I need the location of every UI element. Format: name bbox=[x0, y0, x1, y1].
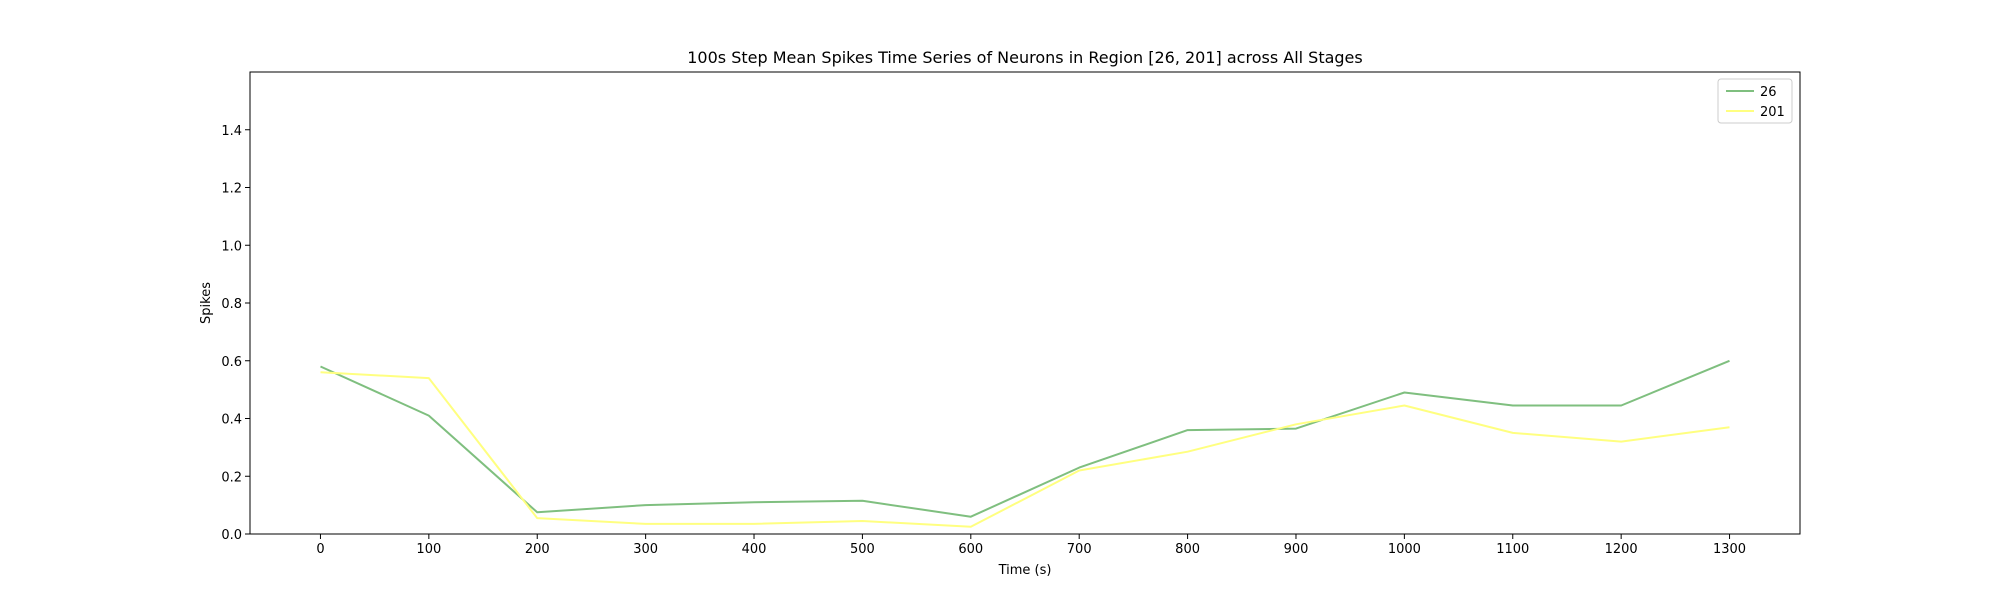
series-line-26 bbox=[320, 359, 1730, 518]
y-tick-label: 0.0 bbox=[221, 528, 242, 543]
x-tick-label: 600 bbox=[958, 542, 983, 557]
x-tick-label: 100 bbox=[416, 542, 441, 557]
legend-label: 201 bbox=[1760, 105, 1785, 120]
x-tick-label: 0 bbox=[316, 542, 324, 557]
y-axis: 0.0 0.2 0.4 0.6 0.8 1.0 1.2 1.4 bbox=[221, 124, 250, 543]
plot-area bbox=[320, 359, 1730, 528]
x-tick-label: 800 bbox=[1175, 542, 1200, 557]
x-tick-label: 900 bbox=[1284, 542, 1309, 557]
chart-title: 100s Step Mean Spikes Time Series of Neu… bbox=[687, 48, 1362, 67]
y-tick-label: 1.2 bbox=[221, 182, 242, 197]
legend-label: 26 bbox=[1760, 85, 1777, 100]
x-tick-label: 1100 bbox=[1496, 542, 1529, 557]
x-tick-label: 1300 bbox=[1713, 542, 1746, 557]
y-tick-label: 0.6 bbox=[221, 355, 242, 370]
x-tick-label: 1200 bbox=[1605, 542, 1638, 557]
y-tick-label: 1.0 bbox=[221, 239, 242, 254]
y-tick-label: 0.4 bbox=[221, 413, 242, 428]
y-tick-label: 0.8 bbox=[221, 297, 242, 312]
y-tick-label: 1.4 bbox=[221, 124, 242, 139]
x-tick-label: 200 bbox=[525, 542, 550, 557]
x-tick-label: 500 bbox=[850, 542, 875, 557]
x-axis: 0 100 200 300 400 500 600 700 800 900 1000 1100 1200… bbox=[316, 534, 1746, 557]
x-tick-label: 300 bbox=[633, 542, 658, 557]
y-axis-label: Spikes bbox=[199, 282, 214, 324]
x-axis-label: Time (s) bbox=[998, 563, 1052, 578]
x-tick-label: 700 bbox=[1067, 542, 1092, 557]
series-line-201 bbox=[320, 371, 1730, 528]
x-tick-label: 1000 bbox=[1388, 542, 1421, 557]
x-tick-label: 400 bbox=[742, 542, 767, 557]
y-tick-label: 0.2 bbox=[221, 470, 242, 485]
